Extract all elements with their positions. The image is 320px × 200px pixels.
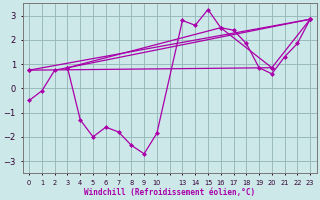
X-axis label: Windchill (Refroidissement éolien,°C): Windchill (Refroidissement éolien,°C) <box>84 188 255 197</box>
